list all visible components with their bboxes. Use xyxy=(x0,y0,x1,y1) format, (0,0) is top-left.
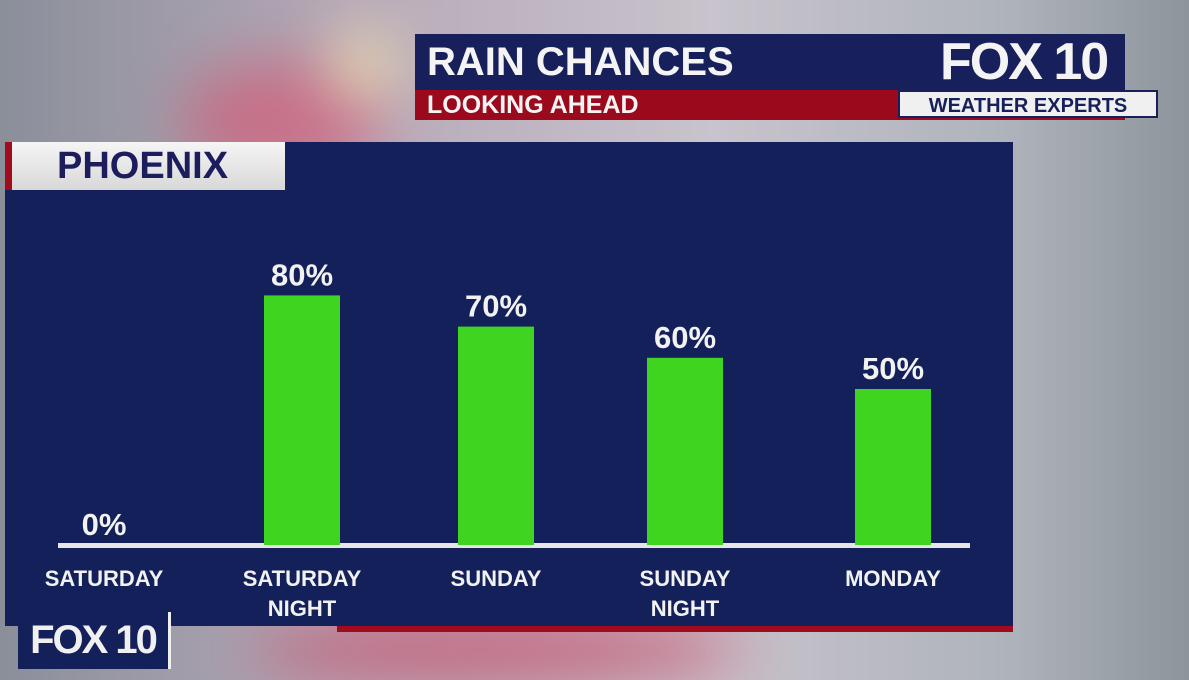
category-label: SUNDAY xyxy=(451,566,542,591)
category-label: SATURDAY xyxy=(45,566,164,591)
data-label: 60% xyxy=(654,320,716,355)
fox10-bug-logo: FOX 10 xyxy=(18,612,171,669)
data-label: 80% xyxy=(271,257,333,292)
category-label: SUNDAY xyxy=(640,566,731,591)
baseline xyxy=(58,543,970,548)
data-label: 50% xyxy=(862,351,924,386)
location-label: PHOENIX xyxy=(5,142,285,190)
accent-line xyxy=(337,626,1013,632)
category-label: NIGHT xyxy=(268,596,337,621)
bar xyxy=(264,295,340,545)
header-title: RAIN CHANCES xyxy=(415,34,1125,90)
category-label: NIGHT xyxy=(651,596,720,621)
fox10-logo: FOX 10 xyxy=(940,33,1109,91)
data-label: 70% xyxy=(465,289,527,324)
category-label: MONDAY xyxy=(845,566,941,591)
category-label: SATURDAY xyxy=(243,566,362,591)
bar xyxy=(647,357,723,545)
bar xyxy=(855,389,931,545)
background-blur xyxy=(330,30,400,100)
data-label: 0% xyxy=(82,507,127,542)
bar xyxy=(458,326,534,545)
weather-experts-logo: WEATHER EXPERTS xyxy=(898,90,1158,118)
